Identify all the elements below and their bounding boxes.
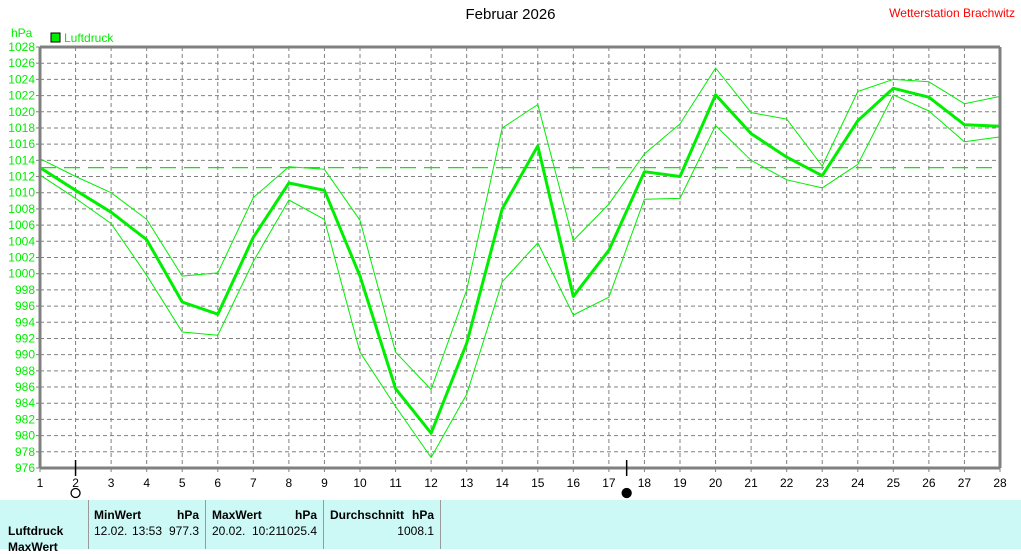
- x-tick-label: 23: [816, 476, 830, 490]
- y-tick-label: 984: [15, 396, 35, 410]
- y-tick-label: 996: [15, 299, 35, 313]
- avg-header: Durchschnitt: [330, 508, 405, 522]
- x-tick-label: 2: [72, 476, 79, 490]
- x-axis-ticks: 1 2 3 4 5 6 7 8 9 10 11 12 13 14 15 16 17 18 19 20 21 22 23 24 2…: [37, 468, 1007, 490]
- x-tick-label: 25: [887, 476, 901, 490]
- y-axis-unit: hPa: [11, 26, 33, 40]
- x-tick-label: 16: [567, 476, 581, 490]
- x-tick-label: 6: [214, 476, 221, 490]
- max-unit: hPa: [294, 508, 317, 522]
- new-moon-icon: [70, 487, 81, 499]
- y-tick-label: 998: [15, 283, 35, 297]
- full-moon-icon: [621, 487, 632, 499]
- plot-frame: [38, 45, 1002, 470]
- y-tick-label: 994: [15, 315, 35, 329]
- x-tick-label: 15: [531, 476, 545, 490]
- x-tick-label: 8: [286, 476, 293, 490]
- min-header: MinWert: [94, 508, 142, 522]
- avg-cell: Durchschnitt hPa 1008.1: [324, 500, 441, 549]
- x-tick-label: 4: [143, 476, 150, 490]
- y-tick-label: 1008: [8, 202, 35, 216]
- series-mean-line: [39, 86, 1001, 435]
- x-tick-label: 26: [922, 476, 936, 490]
- legend-label: Luftdruck: [64, 31, 114, 45]
- y-tick-label: 1016: [8, 137, 35, 151]
- x-tick-label: 17: [602, 476, 616, 490]
- avg-value: 1008.1: [397, 524, 434, 538]
- y-axis-ticks: 976 978 980 982 984 986 988 990 992 994 996 998 1000…: [8, 26, 40, 475]
- grid-lines: [40, 47, 1000, 468]
- y-tick-label: 1012: [8, 170, 35, 184]
- series-min-line: [39, 94, 1001, 458]
- x-tick-label: 7: [250, 476, 257, 490]
- y-tick-label: 1004: [8, 234, 35, 248]
- x-tick-label: 28: [993, 476, 1007, 490]
- y-tick-label: 1028: [8, 40, 35, 54]
- min-time: 13:53: [132, 524, 163, 538]
- y-tick-label: 986: [15, 380, 35, 394]
- max-cell: MaxWert hPa 20.02. 10:21 1025.4: [206, 500, 324, 549]
- x-tick-label: 9: [321, 476, 328, 490]
- x-tick-label: 14: [496, 476, 510, 490]
- y-tick-label: 990: [15, 348, 35, 362]
- y-tick-label: 1000: [8, 267, 35, 281]
- y-tick-label: 1024: [8, 72, 35, 86]
- pressure-chart: 9769789809829849869889909929949969981000…: [8, 26, 1007, 499]
- y-tick-label: 992: [15, 331, 35, 345]
- x-tick-label: 10: [353, 476, 367, 490]
- y-tick-label: 978: [15, 445, 35, 459]
- legend-swatch: [50, 32, 61, 43]
- max-header: MaxWert: [212, 508, 262, 522]
- x-tick-label: 21: [744, 476, 758, 490]
- chart-title: Februar 2026: [465, 6, 556, 23]
- y-tick-label: 1026: [8, 56, 35, 70]
- y-tick-label: 980: [15, 429, 35, 443]
- x-tick-label: 24: [851, 476, 865, 490]
- min-value: 977.3: [168, 524, 199, 538]
- x-tick-label: 11: [389, 476, 402, 490]
- y-tick-label: 1018: [8, 121, 35, 135]
- y-tick-label: 988: [15, 364, 35, 378]
- min-date: 12.02.: [94, 524, 128, 538]
- x-tick-label: 18: [638, 476, 652, 490]
- x-tick-label: 20: [709, 476, 723, 490]
- statistics-panel: Luftdruck MaxWert MinWert hPa 12.02. 13:…: [0, 500, 1021, 554]
- y-tick-label: 1020: [8, 105, 35, 119]
- moon-markers: [70, 460, 632, 499]
- y-tick-label: 976: [15, 461, 35, 475]
- y-tick-label: 1002: [8, 251, 35, 265]
- avg-unit: hPa: [411, 508, 434, 522]
- x-tick-label: 27: [958, 476, 972, 490]
- max-value: 1025.4: [280, 524, 317, 538]
- row-label: Luftdruck: [8, 524, 64, 538]
- series-lines: [39, 67, 1001, 458]
- x-tick-label: 5: [179, 476, 186, 490]
- min-unit: hPa: [176, 508, 199, 522]
- x-tick-label: 3: [108, 476, 115, 490]
- max-date: 20.02.: [212, 524, 246, 538]
- y-tick-label: 982: [15, 412, 35, 426]
- series-max-line: [39, 67, 1001, 390]
- station-name: Wetterstation Brachwitz: [889, 6, 1015, 20]
- row-label-2: MaxWert: [8, 540, 58, 554]
- legend: Luftdruck: [50, 31, 114, 45]
- x-tick-label: 12: [424, 476, 438, 490]
- max-time: 10:21: [252, 524, 283, 538]
- x-tick-label: 13: [460, 476, 474, 490]
- y-tick-label: 1022: [8, 89, 35, 103]
- y-tick-label: 1014: [8, 153, 35, 167]
- x-tick-label: 19: [673, 476, 687, 490]
- x-tick-label: 1: [37, 476, 44, 490]
- stats-label-cell: Luftdruck MaxWert: [0, 500, 89, 554]
- min-cell: MinWert hPa 12.02. 13:53 977.3: [89, 500, 206, 549]
- y-tick-label: 1010: [8, 186, 35, 200]
- y-tick-label: 1006: [8, 218, 35, 232]
- x-tick-label: 22: [780, 476, 794, 490]
